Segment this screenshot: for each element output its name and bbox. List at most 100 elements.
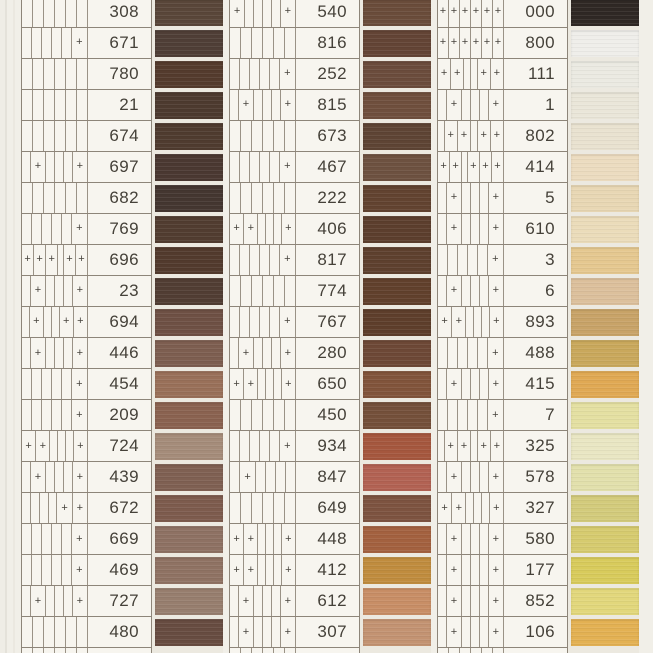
mark-cell: + bbox=[482, 27, 493, 58]
mark-cell bbox=[254, 89, 264, 120]
plus-mark: + bbox=[244, 470, 251, 483]
plus-mark: + bbox=[493, 439, 501, 452]
mark-cell bbox=[46, 586, 56, 617]
mark-cell bbox=[263, 586, 272, 617]
swatch-cell bbox=[152, 58, 223, 90]
thread-code: 578 bbox=[504, 462, 568, 493]
thread-code: 412 bbox=[296, 555, 360, 586]
mark-cells: + bbox=[22, 369, 88, 400]
grid-row: + +578 bbox=[437, 462, 639, 494]
mark-cells: + + bbox=[438, 369, 505, 400]
swatch-cell bbox=[152, 617, 223, 649]
mark-grid: 674 bbox=[21, 120, 152, 152]
swatch-cell bbox=[360, 524, 431, 556]
swatch-cell bbox=[152, 369, 223, 401]
mark-cell bbox=[55, 586, 64, 617]
mark-grid: 774 bbox=[229, 275, 360, 307]
mark-cell bbox=[480, 586, 489, 617]
thread-swatch bbox=[571, 495, 639, 523]
swatch-cell bbox=[568, 524, 639, 556]
mark-cell: + bbox=[447, 213, 463, 244]
plus-mark: + bbox=[441, 501, 448, 514]
grid-row: +769 bbox=[21, 213, 223, 245]
swatch-cell bbox=[568, 555, 639, 587]
thread-code: 3 bbox=[504, 244, 568, 275]
mark-grid bbox=[229, 648, 360, 653]
plus-mark: + bbox=[34, 470, 42, 483]
thread-code: 177 bbox=[504, 555, 568, 586]
mark-cell bbox=[230, 431, 240, 462]
mark-cell bbox=[40, 493, 49, 524]
plus-mark: + bbox=[34, 284, 42, 297]
mark-cell: + bbox=[73, 151, 89, 182]
mark-cell bbox=[482, 493, 490, 524]
plus-mark: + bbox=[461, 36, 469, 49]
plus-mark: + bbox=[233, 5, 241, 18]
mark-cell bbox=[266, 462, 277, 493]
mark-cells: + + bbox=[438, 586, 505, 617]
thread-swatch bbox=[155, 433, 223, 461]
thread-swatch bbox=[571, 619, 639, 647]
mark-grid: + +540 bbox=[229, 0, 360, 28]
mark-grid: + + + +111 bbox=[437, 58, 568, 90]
grid-row: + +727 bbox=[21, 586, 223, 618]
mark-cells: + + + + + + bbox=[438, 27, 504, 58]
grid-row: + + + + + +000 bbox=[437, 0, 639, 28]
thread-code: 454 bbox=[88, 369, 152, 400]
mark-cell bbox=[240, 58, 250, 89]
mark-cell bbox=[52, 306, 60, 338]
mark-cell: + bbox=[280, 151, 296, 182]
mark-cells: + + bbox=[438, 182, 505, 213]
mark-cell: + bbox=[239, 586, 255, 617]
mark-cells: + bbox=[22, 400, 88, 431]
mark-cell bbox=[250, 306, 260, 338]
mark-cell: + bbox=[244, 555, 259, 586]
mark-cell bbox=[466, 306, 475, 338]
mark-cell bbox=[478, 244, 488, 275]
mark-cell: + bbox=[489, 617, 505, 648]
swatch-cell bbox=[568, 58, 639, 90]
thread-swatch bbox=[363, 371, 431, 399]
mark-grid: +469 bbox=[21, 555, 152, 587]
mark-cell bbox=[230, 462, 240, 493]
thread-swatch bbox=[571, 308, 639, 337]
plus-mark: + bbox=[284, 346, 292, 359]
mark-cell bbox=[33, 0, 44, 27]
mark-cell bbox=[254, 338, 264, 369]
mark-grid: + +727 bbox=[21, 586, 152, 618]
mark-cell bbox=[480, 524, 489, 555]
mark-cell bbox=[64, 151, 73, 182]
grid-row: + +697 bbox=[21, 151, 223, 183]
plus-mark: + bbox=[48, 253, 55, 266]
plus-mark: + bbox=[76, 36, 83, 49]
mark-cell: + bbox=[72, 27, 88, 58]
mark-cell bbox=[270, 151, 280, 182]
mark-cell: + bbox=[76, 244, 89, 275]
mark-grid: +7 bbox=[437, 400, 568, 432]
mark-cell bbox=[274, 524, 282, 555]
mark-cell: + bbox=[230, 369, 245, 400]
mark-cell bbox=[458, 338, 468, 369]
thread-code: 325 bbox=[504, 431, 568, 462]
mark-cell: + bbox=[489, 462, 505, 493]
mark-cell bbox=[480, 369, 489, 400]
grid-row: + + + + +696 bbox=[21, 244, 223, 276]
mark-grid: +767 bbox=[229, 306, 360, 339]
mark-cell bbox=[285, 182, 296, 213]
mark-cell: + bbox=[493, 0, 504, 27]
swatch-cell bbox=[360, 306, 431, 339]
thread-code: 209 bbox=[88, 400, 152, 431]
mark-cell bbox=[438, 586, 447, 617]
swatch-cell bbox=[152, 120, 223, 152]
grid-row: 774 bbox=[229, 275, 431, 307]
mark-grid: 649 bbox=[229, 493, 360, 525]
mark-cell bbox=[252, 27, 263, 58]
mark-cell: + bbox=[34, 244, 47, 275]
mark-cell: + bbox=[31, 151, 47, 182]
mark-cells bbox=[230, 400, 296, 431]
mark-cell bbox=[480, 275, 489, 306]
swatch-cell bbox=[568, 493, 639, 525]
mark-cell: + bbox=[438, 151, 451, 182]
mark-grid: 222 bbox=[229, 182, 360, 214]
mark-cell bbox=[22, 306, 30, 338]
